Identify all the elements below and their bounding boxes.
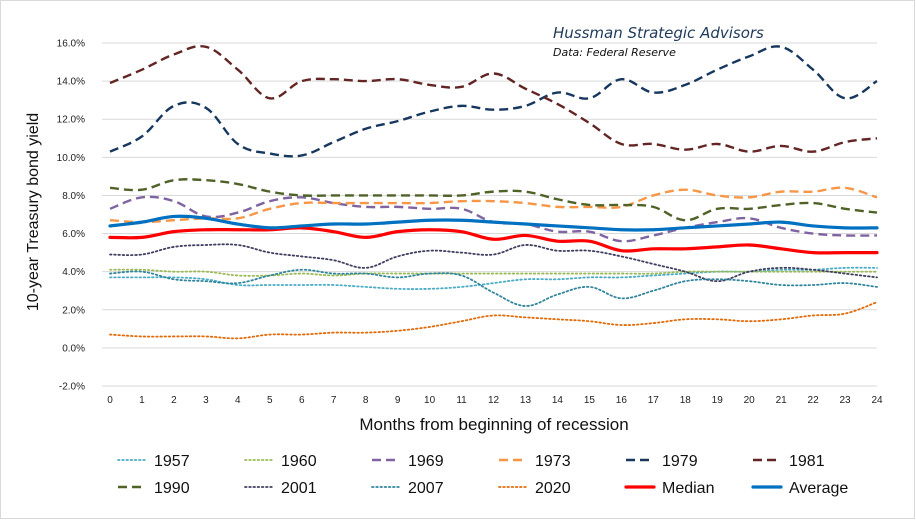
series-line-1979 bbox=[109, 45, 878, 158]
x-tick-label: 15 bbox=[584, 395, 596, 406]
x-tick-label: 23 bbox=[839, 395, 851, 406]
source-title: Hussman Strategic Advisors bbox=[553, 24, 764, 42]
series-line-1973 bbox=[109, 186, 878, 224]
legend-label-1973: 1973 bbox=[535, 453, 571, 470]
legend-label-1981: 1981 bbox=[789, 453, 825, 470]
legend-item-2020: 2020 bbox=[498, 480, 571, 497]
x-tick-label: 6 bbox=[299, 395, 305, 406]
x-tick-label: 1 bbox=[139, 395, 145, 406]
y-tick-label: 0.0% bbox=[62, 343, 85, 354]
series-line-1990 bbox=[109, 178, 878, 222]
x-tick-label: 8 bbox=[363, 395, 369, 406]
legend-item-1969: 1969 bbox=[372, 453, 444, 470]
legend-label-1969: 1969 bbox=[408, 453, 444, 470]
x-tick-label: 7 bbox=[331, 395, 337, 406]
x-tick-label: 21 bbox=[776, 395, 788, 406]
x-tick-label: 11 bbox=[456, 395, 467, 406]
legend: 1957 1960 1969 1973 1979 1981 1990 2001 2007 2020… bbox=[117, 453, 848, 497]
x-tick-label: 18 bbox=[680, 395, 692, 406]
legend-item-1960: 1960 bbox=[244, 453, 317, 470]
legend-label-2001: 2001 bbox=[281, 480, 317, 497]
y-tick-label: 16.0% bbox=[57, 39, 85, 50]
legend-item-1973: 1973 bbox=[499, 453, 571, 470]
legend-item-1990: 1990 bbox=[118, 480, 190, 497]
x-tick-label: 4 bbox=[235, 395, 241, 406]
legend-label-1979: 1979 bbox=[662, 453, 698, 470]
legend-label-2007: 2007 bbox=[408, 480, 444, 497]
source-subtitle: Data: Federal Reserve bbox=[553, 46, 676, 59]
legend-label-1957: 1957 bbox=[154, 453, 190, 470]
legend-label-1960: 1960 bbox=[281, 453, 317, 470]
legend-item-1979: 1979 bbox=[626, 453, 698, 470]
x-tick-label: 9 bbox=[395, 395, 401, 406]
series-line-2001 bbox=[109, 243, 878, 283]
y-tick-label: 14.0% bbox=[57, 77, 85, 88]
legend-label-median: Median bbox=[662, 480, 714, 497]
x-tick-label: 5 bbox=[267, 395, 273, 406]
legend-label-average: Average bbox=[789, 480, 848, 497]
y-axis-title: 10-year Treasury bond yield bbox=[25, 113, 42, 311]
y-tick-label: 12.0% bbox=[57, 115, 85, 126]
y-tick-label: 4.0% bbox=[62, 267, 85, 278]
y-tick-label: 2.0% bbox=[62, 305, 85, 316]
x-axis-ticks: 0 1 2 3 4 5 6 7 8 9 10 11 12 13 14 15 16 17 18 19 20 21 22 23 24 bbox=[107, 395, 883, 406]
x-tick-label: 10 bbox=[424, 395, 436, 406]
legend-item-2007: 2007 bbox=[371, 480, 444, 497]
series-lines bbox=[108, 44, 879, 340]
y-axis-ticks: -2.0% 0.0% 2.0% 4.0% 6.0% 8.0% 10.0% 12.0% 14.0%… bbox=[57, 39, 85, 393]
legend-label-1990: 1990 bbox=[154, 480, 190, 497]
x-tick-label: 20 bbox=[744, 395, 756, 406]
series-line-1981 bbox=[109, 44, 878, 153]
legend-item-2001: 2001 bbox=[244, 480, 317, 497]
legend-item-1957: 1957 bbox=[117, 453, 190, 470]
series-line-2007 bbox=[109, 268, 878, 307]
y-tick-label: 6.0% bbox=[62, 229, 85, 240]
y-tick-label: 8.0% bbox=[62, 191, 85, 202]
x-tick-label: 12 bbox=[488, 395, 500, 406]
legend-item-median: Median bbox=[624, 480, 714, 497]
x-tick-label: 22 bbox=[808, 395, 820, 406]
x-tick-label: 14 bbox=[552, 395, 564, 406]
gridlines bbox=[102, 42, 877, 387]
x-tick-label: 17 bbox=[648, 395, 660, 406]
x-tick-label: 24 bbox=[871, 395, 883, 406]
x-tick-label: 19 bbox=[712, 395, 724, 406]
series-line-2020 bbox=[109, 301, 878, 340]
x-axis-title: Months from beginning of recession bbox=[359, 415, 628, 434]
legend-item-average: Average bbox=[751, 480, 848, 497]
x-tick-label: 3 bbox=[203, 395, 209, 406]
legend-label-2020: 2020 bbox=[535, 480, 571, 497]
x-tick-label: 16 bbox=[616, 395, 628, 406]
series-line-median bbox=[108, 226, 879, 255]
y-tick-label: 10.0% bbox=[57, 153, 85, 164]
series-line-average bbox=[108, 214, 879, 232]
legend-item-1981: 1981 bbox=[753, 453, 825, 470]
x-tick-label: 2 bbox=[171, 395, 177, 406]
x-tick-label: 13 bbox=[520, 395, 532, 406]
x-tick-label: 0 bbox=[107, 395, 113, 406]
y-tick-label: -2.0% bbox=[59, 382, 85, 393]
